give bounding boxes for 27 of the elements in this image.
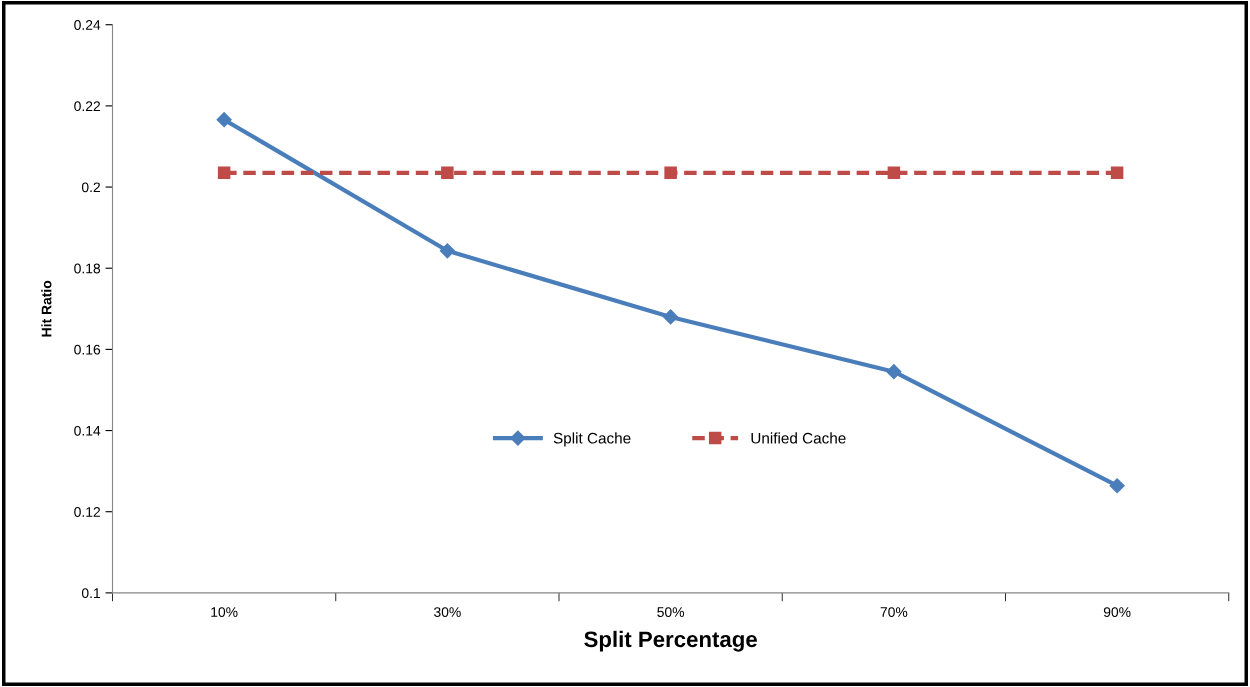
y-tick-label: 0.12 <box>74 507 100 517</box>
x-tick-label: 90% <box>1103 607 1131 617</box>
point <box>887 166 901 180</box>
point <box>441 166 454 180</box>
x-tick-label: 70% <box>880 607 908 617</box>
point <box>1109 478 1125 494</box>
y-tick-label: 0.16 <box>74 344 101 355</box>
y-tick-label: 0.2 <box>81 182 100 193</box>
point <box>1110 166 1124 180</box>
x-tick-label: 50% <box>657 607 685 617</box>
point <box>217 166 231 180</box>
legend-label: Unified Cache <box>751 432 846 444</box>
point <box>216 112 232 128</box>
x-axis-title: Split Percentage <box>584 630 757 652</box>
legend-label: Split Cache <box>553 432 631 447</box>
point <box>439 243 455 259</box>
x-tick-label: 10% <box>211 607 238 617</box>
y-tick-label: 0.18 <box>74 263 101 274</box>
y-tick-label: 0.22 <box>74 101 100 112</box>
point <box>663 309 679 325</box>
y-tick-label: 0.14 <box>74 425 101 436</box>
point <box>664 166 677 180</box>
y-tick-label: 0.1 <box>81 588 101 599</box>
point <box>886 364 902 380</box>
y-tick-label: 0.24 <box>74 20 101 30</box>
y-axis-title: Hit Ratio <box>41 280 52 337</box>
x-tick-label: 30% <box>434 607 461 617</box>
